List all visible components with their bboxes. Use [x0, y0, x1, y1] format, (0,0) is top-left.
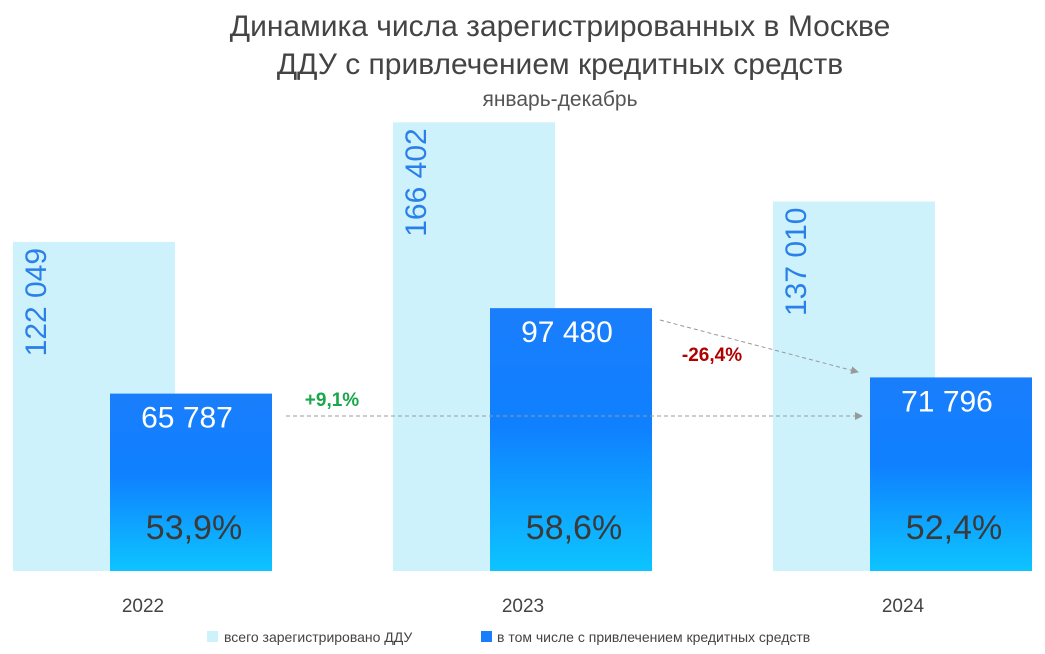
legend-label-total: всего зарегистрировано ДДУ	[224, 629, 412, 645]
data-label-share-2024: 52,4%	[906, 509, 1002, 547]
data-label-credit-2023: 97 480	[521, 316, 613, 349]
x-tick-2024: 2024	[882, 596, 925, 617]
bar-credit-2024	[870, 377, 1032, 571]
chart-title-line-1: Динамика числа зарегистрированных в Моск…	[230, 10, 891, 43]
data-label-total-2022: 122 049	[20, 248, 53, 356]
bar-credit-2022	[110, 393, 272, 571]
chart-title-line-2: ДДУ с привлечением кредитных средств	[277, 48, 843, 81]
legend-swatch-total	[207, 631, 218, 642]
x-tick-2022: 2022	[122, 596, 164, 617]
chart-subtitle: январь-декабрь	[482, 88, 637, 111]
data-label-share-2022: 53,9%	[146, 509, 242, 547]
legend-swatch-credit	[481, 631, 492, 642]
data-label-total-2023: 166 402	[400, 128, 433, 236]
bar-credit-2023	[490, 308, 652, 571]
legend-label-credit: в том числе с привлечением кредитных сре…	[497, 629, 810, 645]
data-label-total-2024: 137 010	[780, 208, 813, 316]
x-tick-2023: 2023	[502, 596, 544, 617]
data-label-credit-2024: 71 796	[901, 385, 993, 418]
annotation-change-2023-2024: -26,4%	[682, 345, 742, 366]
data-label-credit-2022: 65 787	[141, 402, 233, 435]
annotation-change-2022-2024: +9,1%	[305, 390, 360, 411]
data-label-share-2023: 58,6%	[526, 509, 622, 547]
change-arrow-2023-2024	[659, 319, 859, 375]
